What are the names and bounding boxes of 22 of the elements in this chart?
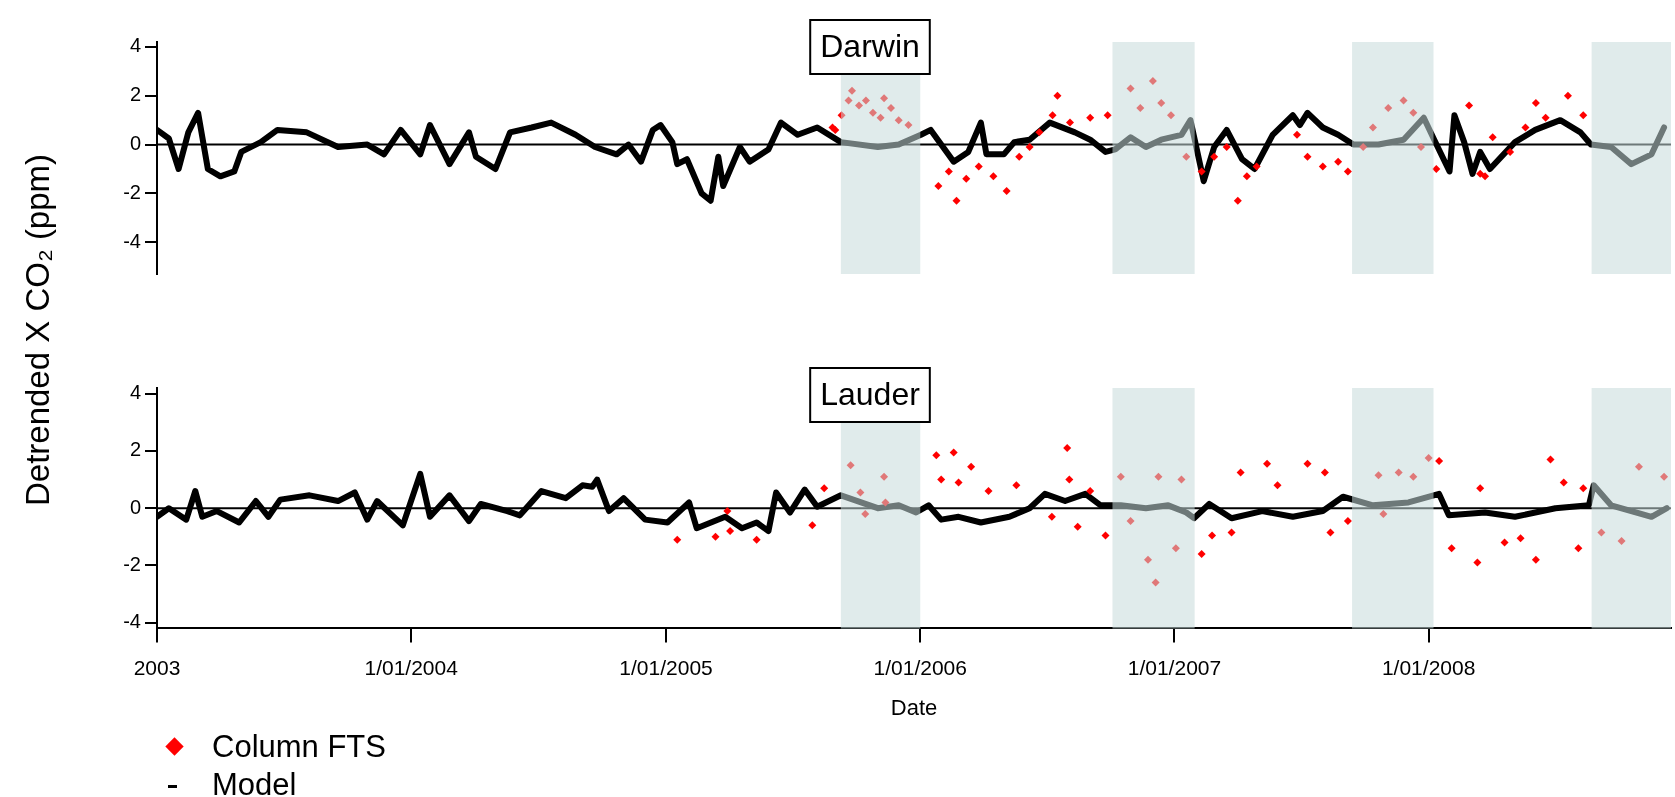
y-tick-label: 0 [129,132,141,155]
x-tick-label: 1/01/2008 [1381,655,1476,679]
legend-label: Model [212,767,297,797]
legend-label: Column FTS [212,729,386,765]
y-tick-label: 0 [129,495,141,518]
y-tick-label: 2 [129,83,141,106]
y-axis-title: Detrended X CO₂ (ppm) [19,153,57,507]
y-tick-label: -2 [123,180,141,203]
x-axis-title: Date [890,694,938,720]
x-tick-label: 1/01/2004 [364,655,459,679]
x-tick-label: 1/01/2006 [873,655,967,679]
y-tick-label: -4 [123,229,141,252]
y-tick-label: -2 [123,552,141,575]
chart-title: Lauder [820,375,921,412]
y-tick-label: 4 [129,381,141,404]
y-tick-label: 4 [129,34,141,57]
y-tick-label: 2 [129,438,141,461]
chart-title: Darwin [820,27,920,64]
x-tick-label: 1/01/2007 [1127,655,1222,679]
y-tick-label: -4 [123,610,141,633]
x-tick-label: 2003 [133,655,181,679]
x-tick-label: 1/01/2005 [619,655,713,679]
